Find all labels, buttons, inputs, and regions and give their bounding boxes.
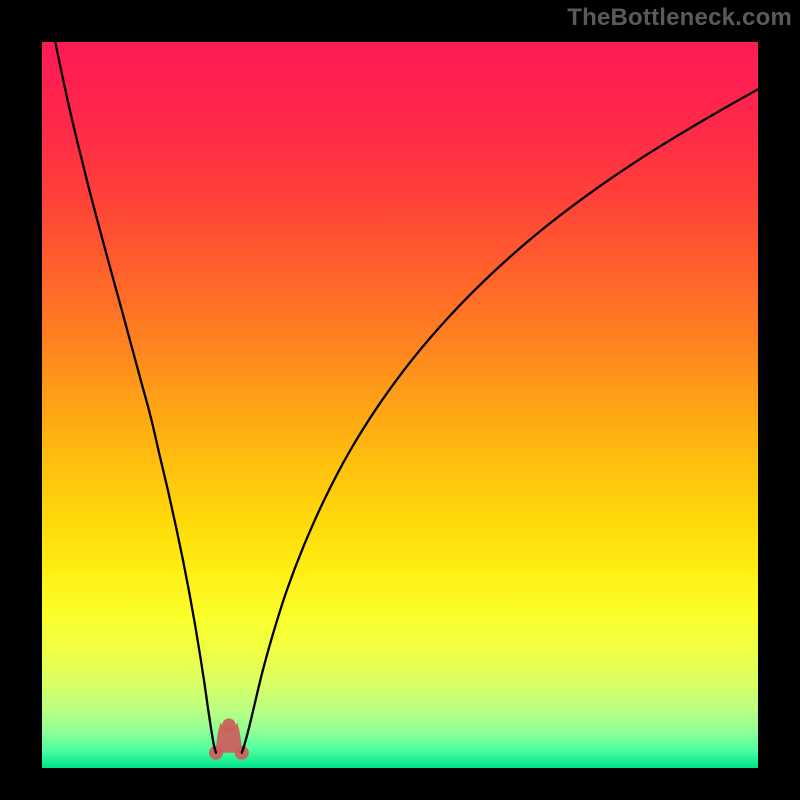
right-curve bbox=[242, 89, 758, 753]
left-curve bbox=[55, 42, 216, 753]
valley-marker bbox=[209, 718, 249, 759]
watermark-text: TheBottleneck.com bbox=[567, 4, 792, 32]
figure: TheBottleneck.com bbox=[0, 0, 800, 800]
curve-layer bbox=[42, 42, 758, 768]
plot-area bbox=[42, 42, 758, 768]
valley-dot-bottom bbox=[222, 718, 235, 731]
